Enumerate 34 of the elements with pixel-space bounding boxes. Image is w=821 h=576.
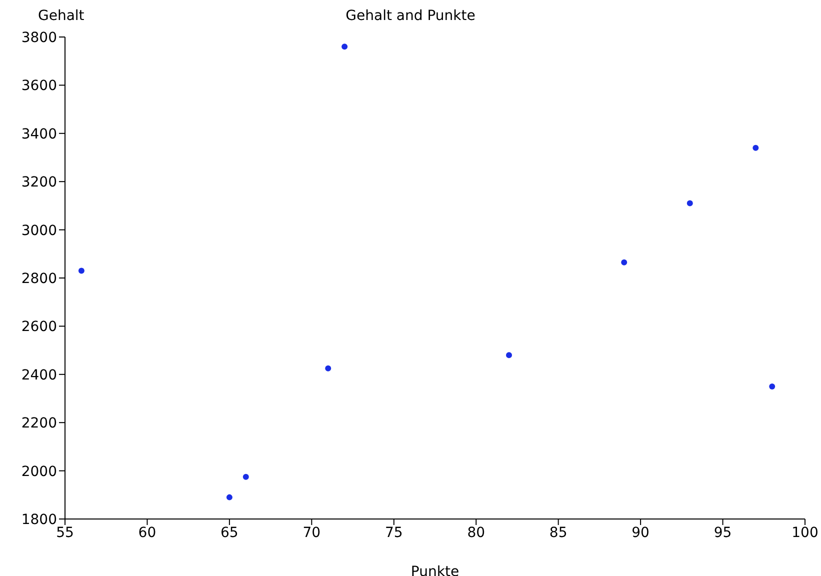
point — [226, 494, 232, 500]
point — [621, 259, 628, 266]
y-tick-label: 2600 — [21, 319, 57, 336]
y-tick-label: 3400 — [21, 126, 57, 142]
x-tick-label: 95 — [714, 524, 732, 541]
x-tick-label: 85 — [549, 524, 568, 541]
point — [506, 352, 512, 358]
y-tick-label: 3000 — [21, 222, 57, 239]
point — [78, 268, 84, 274]
y-tick-label: 2800 — [21, 270, 57, 287]
x-tick-label: 60 — [138, 524, 156, 541]
x-tick-label: 70 — [302, 524, 321, 541]
y-tick-label: 2400 — [21, 367, 57, 384]
y-tick-label: 2200 — [21, 416, 57, 432]
x-tick-label: 90 — [632, 524, 650, 541]
x-tick-label: 75 — [384, 524, 403, 541]
point — [325, 365, 332, 372]
chart-title: Gehalt and Punkte — [346, 8, 476, 24]
y-tick-label: 1800 — [21, 512, 57, 528]
x-tick-label: 65 — [220, 524, 238, 541]
x-tick-label: 100 — [792, 524, 818, 541]
x-axis-title: Punkte — [410, 564, 460, 576]
y-axis-title: Gehalt — [38, 8, 84, 24]
x-tick-label: 80 — [467, 524, 486, 541]
x-tick-label: 55 — [56, 524, 74, 541]
y-tick-label: 3600 — [21, 78, 57, 94]
y-tick-label: 3200 — [21, 174, 57, 191]
point — [769, 383, 776, 390]
y-tick-label: 2000 — [21, 464, 57, 480]
point — [342, 44, 348, 50]
point — [686, 200, 693, 206]
point — [752, 144, 759, 151]
y-tick-label: 3800 — [21, 30, 57, 46]
point — [242, 474, 249, 480]
